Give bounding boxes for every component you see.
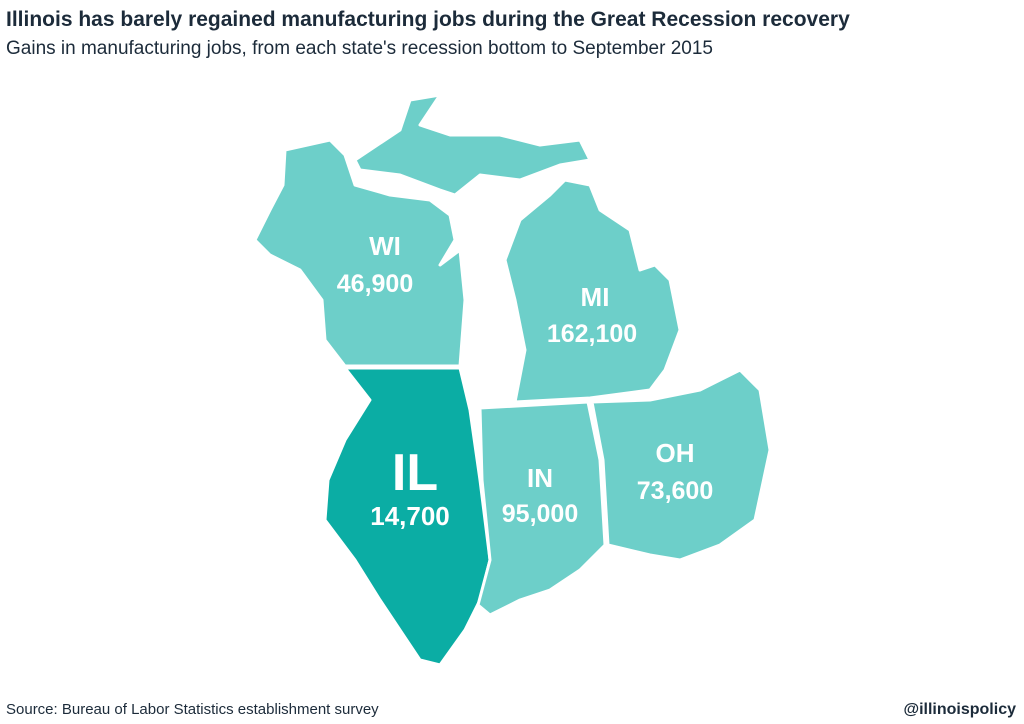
- state-mi-upper: [353, 93, 592, 197]
- state-value: 73,600: [637, 477, 713, 505]
- subtitle: Gains in manufacturing jobs, from each s…: [6, 38, 713, 59]
- state-label: IN: [527, 463, 553, 493]
- state-oh: [590, 368, 772, 562]
- state-value: 46,900: [337, 270, 413, 298]
- state-value: 95,000: [502, 500, 578, 528]
- source: Source: Bureau of Labor Statistics estab…: [6, 701, 379, 718]
- state-label: OH: [656, 438, 695, 468]
- state-wi: [253, 138, 467, 368]
- state-label: WI: [369, 231, 401, 261]
- state-label: IL: [392, 444, 438, 502]
- state-mi-lower: [503, 178, 682, 404]
- state-value: 162,100: [547, 320, 637, 348]
- state-il: [323, 366, 492, 667]
- state-in: [476, 400, 607, 617]
- state-label: MI: [581, 282, 610, 312]
- title: Illinois has barely regained manufacturi…: [6, 8, 850, 31]
- state-value: 14,700: [370, 501, 450, 531]
- handle: @illinoispolicy: [903, 701, 1016, 718]
